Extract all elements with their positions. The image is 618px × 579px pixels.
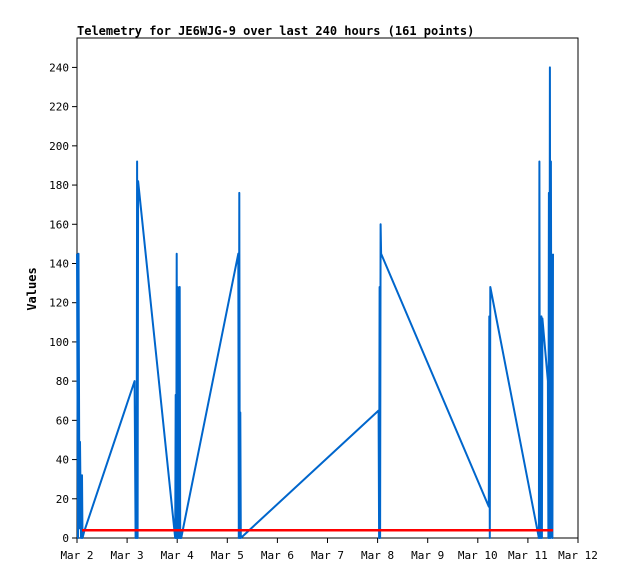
y-tick-label: 200 [49, 140, 69, 153]
y-tick-label: 20 [56, 493, 69, 506]
y-tick-label: 40 [56, 454, 69, 467]
y-axis-ticks: 0 20 40 60 80 100 120 140 160 180 200 220 240 [49, 61, 77, 545]
x-tick-label: Mar 6 [261, 549, 294, 562]
y-tick-label: 0 [62, 532, 69, 545]
x-tick-label: Mar 12 [558, 549, 598, 562]
y-axis-label: Values [25, 267, 39, 310]
x-tick-label: Mar 11 [508, 549, 548, 562]
y-tick-label: 160 [49, 218, 69, 231]
y-tick-label: 120 [49, 297, 69, 310]
y-tick-label: 80 [56, 375, 69, 388]
y-tick-label: 240 [49, 61, 69, 74]
x-tick-label: Mar 4 [161, 549, 194, 562]
x-tick-label: Mar 2 [60, 549, 93, 562]
x-tick-label: Mar 9 [411, 549, 444, 562]
x-tick-label: Mar 8 [361, 549, 394, 562]
y-tick-label: 100 [49, 336, 69, 349]
x-tick-label: Mar 7 [311, 549, 344, 562]
series-line-blue [76, 66, 554, 539]
x-axis-ticks: Mar 2 Mar 3 Mar 4 Mar 5 Mar 6 Mar 7 Mar 8 Mar 9… [60, 538, 598, 562]
y-tick-label: 220 [49, 101, 69, 114]
y-tick-label: 140 [49, 257, 69, 270]
y-tick-label: 180 [49, 179, 69, 192]
x-tick-label: Mar 3 [111, 549, 144, 562]
chart-title: Telemetry for JE6WJG-9 over last 240 hou… [77, 24, 474, 38]
x-tick-label: Mar 10 [458, 549, 498, 562]
x-tick-label: Mar 5 [211, 549, 244, 562]
series-layer [76, 66, 554, 539]
y-tick-label: 60 [56, 414, 69, 427]
